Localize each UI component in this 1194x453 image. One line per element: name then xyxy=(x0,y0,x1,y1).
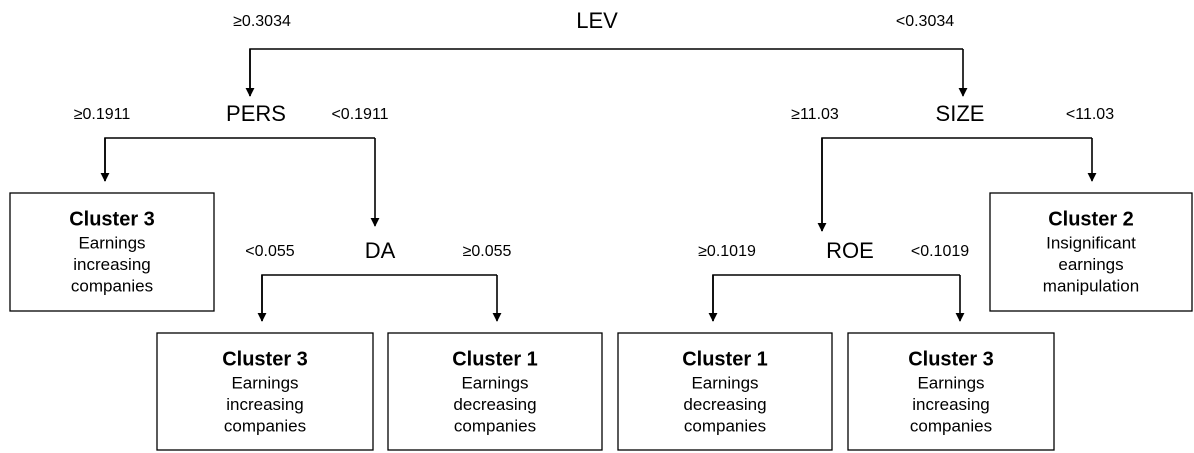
leaf-text: companies xyxy=(71,276,153,295)
node-label: DA xyxy=(365,238,396,263)
leaf-box xyxy=(156,332,374,451)
leaf-text: manipulation xyxy=(1043,276,1139,295)
leaf-text: decreasing xyxy=(683,395,766,414)
leaf-title: Cluster 1 xyxy=(452,348,538,370)
leaf-box xyxy=(617,332,833,451)
leaf-text: increasing xyxy=(73,255,151,274)
leaf-text: Earnings xyxy=(461,373,528,392)
branch-label: ≥11.03 xyxy=(791,106,839,123)
branch-label: ≥0.1911 xyxy=(74,106,131,123)
leaf-text: earnings xyxy=(1058,255,1123,274)
branch-label: <0.3034 xyxy=(896,13,954,30)
branch-label: <0.1911 xyxy=(331,106,388,123)
branch-label: <11.03 xyxy=(1066,106,1114,123)
branch-label: <0.055 xyxy=(245,243,294,260)
leaf-text: Insignificant xyxy=(1046,233,1136,252)
edge xyxy=(104,137,375,181)
leaf-title: Cluster 1 xyxy=(682,348,768,370)
leaf-text: Earnings xyxy=(917,373,984,392)
leaf-text: Earnings xyxy=(231,373,298,392)
edge xyxy=(261,274,497,321)
node-label: SIZE xyxy=(936,101,985,126)
branch-label: <0.1019 xyxy=(911,243,969,260)
leaf-box xyxy=(847,332,1055,451)
leaf-box xyxy=(387,332,603,451)
leaf-title: Cluster 3 xyxy=(908,348,994,370)
branch-label: ≥0.055 xyxy=(463,243,512,260)
leaf-text: Earnings xyxy=(691,373,758,392)
node-label: LEV xyxy=(576,8,618,33)
leaf-text: companies xyxy=(454,416,536,435)
branch-label: ≥0.1019 xyxy=(698,243,756,260)
leaf-text: Earnings xyxy=(78,233,145,252)
leaf-text: companies xyxy=(224,416,306,435)
leaf-text: increasing xyxy=(912,395,990,414)
leaf-text: companies xyxy=(684,416,766,435)
leaf-box xyxy=(9,192,215,312)
edge xyxy=(249,48,963,96)
node-label: PERS xyxy=(226,101,286,126)
branch-label: ≥0.3034 xyxy=(233,13,291,30)
node-label: ROE xyxy=(826,238,874,263)
leaf-text: decreasing xyxy=(453,395,536,414)
leaf-text: increasing xyxy=(226,395,304,414)
leaf-title: Cluster 3 xyxy=(222,348,308,370)
leaf-box xyxy=(989,192,1193,312)
leaf-title: Cluster 2 xyxy=(1048,208,1134,230)
edge xyxy=(712,274,960,321)
leaf-text: companies xyxy=(910,416,992,435)
leaf-title: Cluster 3 xyxy=(69,208,155,230)
